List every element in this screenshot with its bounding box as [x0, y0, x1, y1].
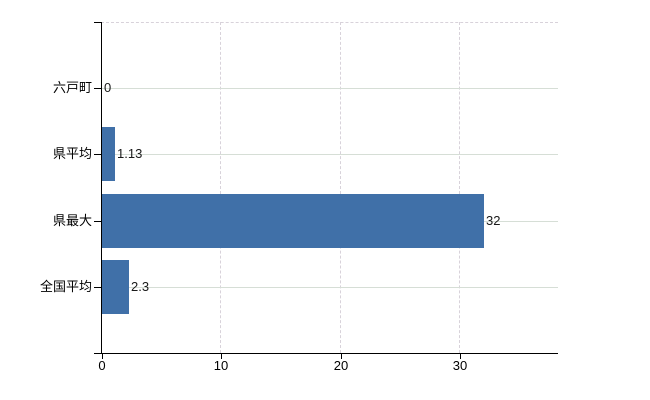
x-axis-tick	[102, 353, 103, 359]
value-label: 0	[104, 80, 112, 95]
x-tick-label: 30	[452, 358, 468, 373]
category-label: 県最大	[52, 213, 92, 228]
x-axis-line	[94, 353, 558, 354]
x-tick-label: 20	[333, 358, 349, 373]
horizontal-gridline	[102, 154, 558, 155]
bar	[102, 194, 484, 248]
y-axis-tick	[94, 287, 101, 288]
vertical-gridline	[220, 22, 221, 353]
y-axis-tick	[94, 154, 101, 155]
value-label: 2.3	[131, 279, 150, 294]
category-label: 六戸町	[52, 80, 92, 95]
bar	[102, 127, 115, 181]
plot-area	[101, 22, 558, 353]
bar	[102, 260, 129, 314]
y-axis-top-tick	[94, 22, 101, 23]
y-axis-line	[101, 22, 102, 353]
vertical-gridline	[459, 22, 460, 353]
y-axis-tick	[94, 221, 101, 222]
x-axis-tick	[341, 353, 342, 359]
horizontal-gridline	[102, 88, 558, 89]
value-label: 1.13	[117, 146, 143, 161]
x-axis-tick	[221, 353, 222, 359]
y-axis-tick	[94, 88, 101, 89]
category-label: 全国平均	[39, 279, 92, 294]
x-axis-tick	[460, 353, 461, 359]
value-label: 32	[486, 213, 501, 228]
horizontal-gridline	[102, 287, 558, 288]
vertical-gridline	[340, 22, 341, 353]
category-label: 県平均	[52, 146, 92, 161]
x-tick-label: 0	[98, 358, 106, 373]
x-tick-label: 10	[213, 358, 229, 373]
